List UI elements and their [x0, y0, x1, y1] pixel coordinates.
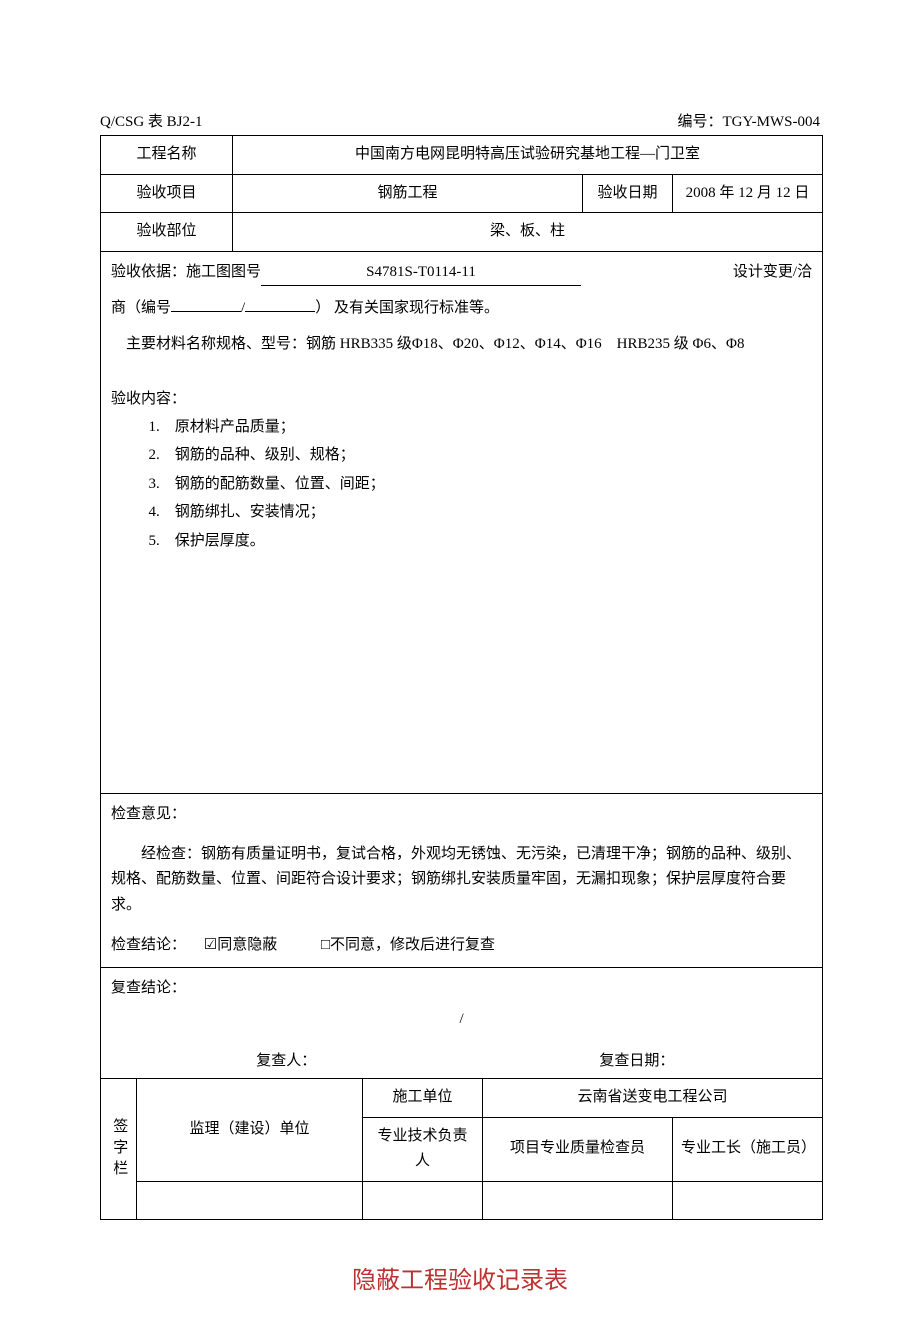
accept-item-value: 钢筋工程	[233, 174, 583, 213]
row-project: 工程名称 中国南方电网昆明特高压试验研究基地工程—门卫室	[101, 136, 823, 175]
materials-line: 主要材料名称规格、型号：钢筋 HRB335 级Φ18、Φ20、Φ12、Φ14、Φ…	[111, 332, 812, 358]
opinion-cell: 检查意见： 经检查：钢筋有质量证明书，复试合格，外观均无锈蚀、无污染，已清理干净…	[101, 794, 823, 968]
row-body: 验收依据：施工图图号S4781S-T0114-11 设计变更/洽 商（编号 / ） …	[101, 251, 823, 794]
row-sign-1: 签字栏 监理（建设）单位 施工单位 云南省送变电工程公司	[101, 1079, 823, 1118]
form-table: 工程名称 中国南方电网昆明特高压试验研究基地工程—门卫室 验收项目 钢筋工程 验…	[100, 135, 823, 1220]
accept-date-label: 验收日期	[583, 174, 673, 213]
row-recheck: 复查结论： / 复查人： 复查日期：	[101, 967, 823, 1079]
basis-line2-suffix: ） 及有关国家现行标准等。	[315, 300, 499, 316]
content-item: 3. 钢筋的配筋数量、位置、间距；	[149, 470, 813, 499]
drawing-no-field: S4781S-T0114-11	[261, 260, 581, 287]
content-title: 验收内容：	[111, 387, 812, 413]
disagree-checkbox: □不同意，修改后进行复查	[321, 936, 495, 953]
recheck-cell: 复查结论： / 复查人： 复查日期：	[101, 967, 823, 1079]
accept-item-label: 验收项目	[101, 174, 233, 213]
sign-column-label: 签字栏	[101, 1079, 137, 1220]
row-accept-item: 验收项目 钢筋工程 验收日期 2008 年 12 月 12 日	[101, 174, 823, 213]
serial-value: TGY-MWS-004	[723, 114, 821, 130]
row-sign-3	[101, 1181, 823, 1220]
recheck-footer: 复查人： 复查日期：	[111, 1049, 812, 1075]
row-opinion: 检查意见： 经检查：钢筋有质量证明书，复试合格，外观均无锈蚀、无污染，已清理干净…	[101, 794, 823, 968]
construction-unit-value: 云南省送变电工程公司	[483, 1079, 823, 1118]
design-change-label: 设计变更/洽	[733, 260, 812, 286]
accept-part-value: 梁、板、柱	[233, 213, 823, 252]
tech-leader-sign-cell	[363, 1181, 483, 1220]
basis-line2: 商（编号 / ） 及有关国家现行标准等。	[111, 296, 812, 322]
body-cell: 验收依据：施工图图号S4781S-T0114-11 设计变更/洽 商（编号 / ） …	[101, 251, 823, 794]
content-item: 1. 原材料产品质量；	[149, 413, 813, 442]
body-spacer	[111, 555, 812, 785]
serial-wrap: 编号：TGY-MWS-004	[677, 110, 820, 131]
content-list: 1. 原材料产品质量； 2. 钢筋的品种、级别、规格； 3. 钢筋的配筋数量、位…	[111, 413, 812, 556]
serial-label: 编号：	[677, 114, 722, 130]
conclusion-label: 检查结论：	[111, 937, 186, 953]
quality-inspector-sign-cell	[483, 1181, 673, 1220]
row-accept-part: 验收部位 梁、板、柱	[101, 213, 823, 252]
basis-prefix: 验收依据：施工图图号	[111, 264, 261, 280]
recheck-title: 复查结论：	[111, 976, 812, 1002]
content-item: 5. 保护层厚度。	[149, 527, 813, 556]
opinion-title: 检查意见：	[111, 802, 812, 828]
basis-slash: /	[241, 300, 245, 316]
recheck-slash: /	[111, 1001, 812, 1039]
foreman-sign-cell	[673, 1181, 823, 1220]
supervisor-label: 监理（建设）单位	[137, 1079, 363, 1182]
content-item: 4. 钢筋绑扎、安装情况；	[149, 498, 813, 527]
project-name-label: 工程名称	[101, 136, 233, 175]
accept-part-label: 验收部位	[101, 213, 233, 252]
basis-line1: 验收依据：施工图图号S4781S-T0114-11 设计变更/洽	[111, 260, 812, 287]
recheck-date-label: 复查日期：	[462, 1049, 813, 1075]
supervisor-sign-cell	[137, 1181, 363, 1220]
change-no-1	[171, 311, 241, 312]
content-item: 2. 钢筋的品种、级别、规格；	[149, 441, 813, 470]
basis-line2-prefix: 商（编号	[111, 300, 171, 316]
foreman-label: 专业工长（施工员）	[673, 1117, 823, 1181]
construction-unit-label: 施工单位	[363, 1079, 483, 1118]
change-no-2	[245, 311, 315, 312]
form-code: Q/CSG 表 BJ2-1	[100, 110, 203, 131]
accept-date-value: 2008 年 12 月 12 日	[673, 174, 823, 213]
tech-leader-label: 专业技术负责人	[363, 1117, 483, 1181]
agree-checkbox: ☑同意隐蔽	[204, 936, 277, 953]
conclusion-line: 检查结论： ☑同意隐蔽 □不同意，修改后进行复查	[111, 932, 812, 959]
quality-inspector-label: 项目专业质量检查员	[483, 1117, 673, 1181]
header-row: Q/CSG 表 BJ2-1 编号：TGY-MWS-004	[100, 110, 820, 131]
opinion-text: 经检查：钢筋有质量证明书，复试合格，外观均无锈蚀、无污染，已清理干净；钢筋的品种…	[111, 842, 812, 919]
footer-title: 隐蔽工程验收记录表	[100, 1260, 820, 1295]
project-name-value: 中国南方电网昆明特高压试验研究基地工程—门卫室	[233, 136, 823, 175]
recheck-person-label: 复查人：	[111, 1049, 462, 1075]
